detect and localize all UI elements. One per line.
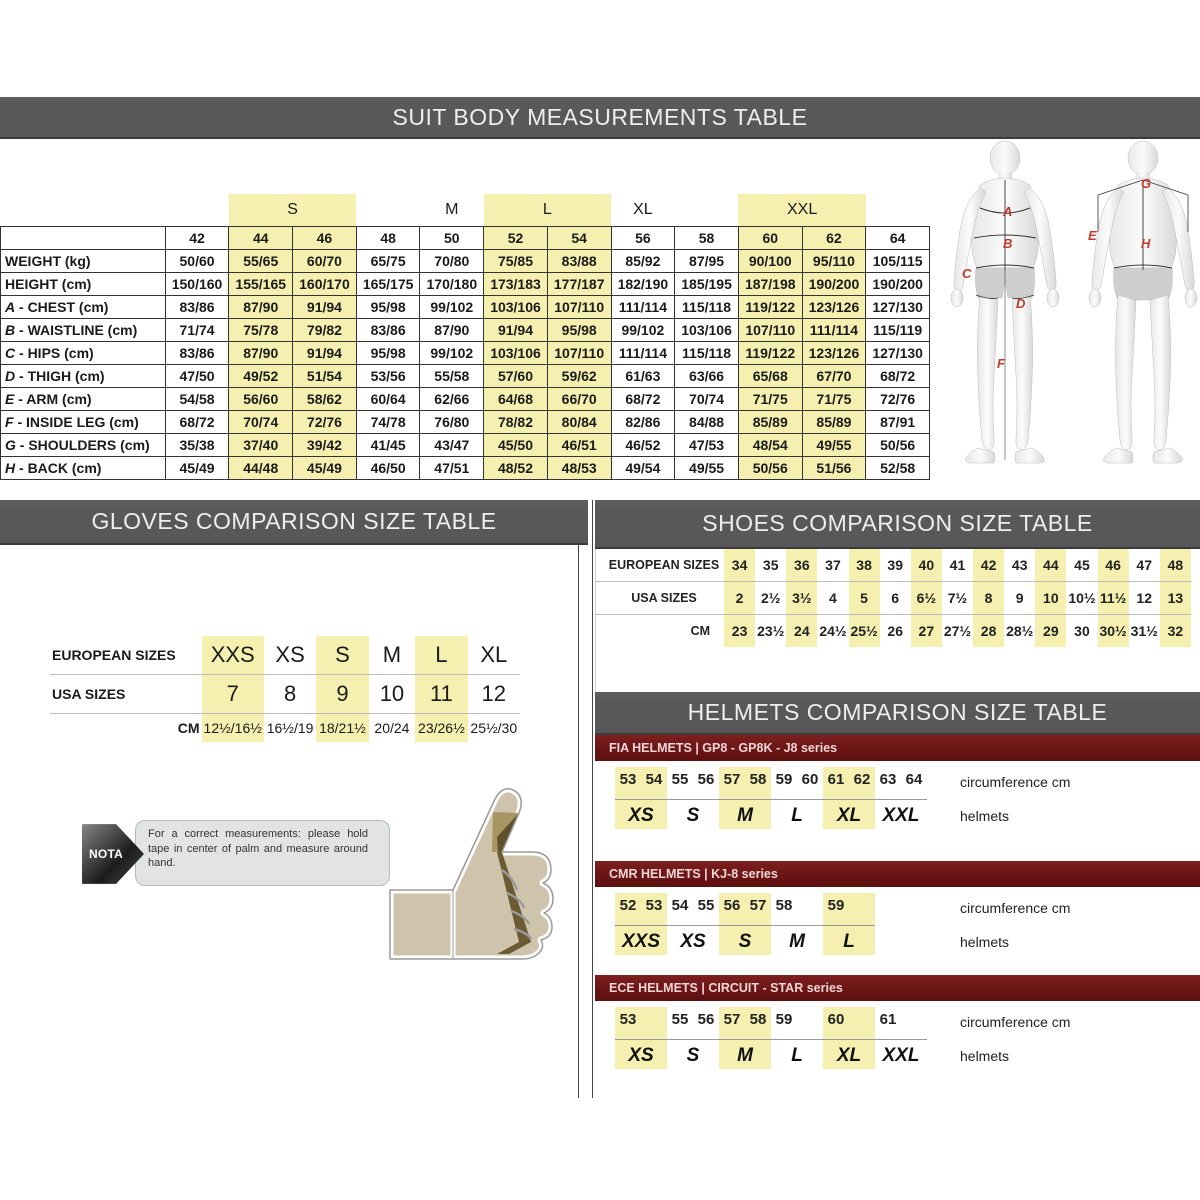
- svg-text:B: B: [1003, 236, 1012, 251]
- svg-text:E: E: [1088, 228, 1097, 243]
- svg-text:H: H: [1141, 236, 1151, 251]
- svg-text:A: A: [1002, 204, 1012, 219]
- svg-text:G: G: [1141, 176, 1151, 191]
- svg-text:D: D: [1016, 296, 1026, 311]
- svg-text:F: F: [997, 356, 1006, 371]
- svg-text:C: C: [962, 266, 972, 281]
